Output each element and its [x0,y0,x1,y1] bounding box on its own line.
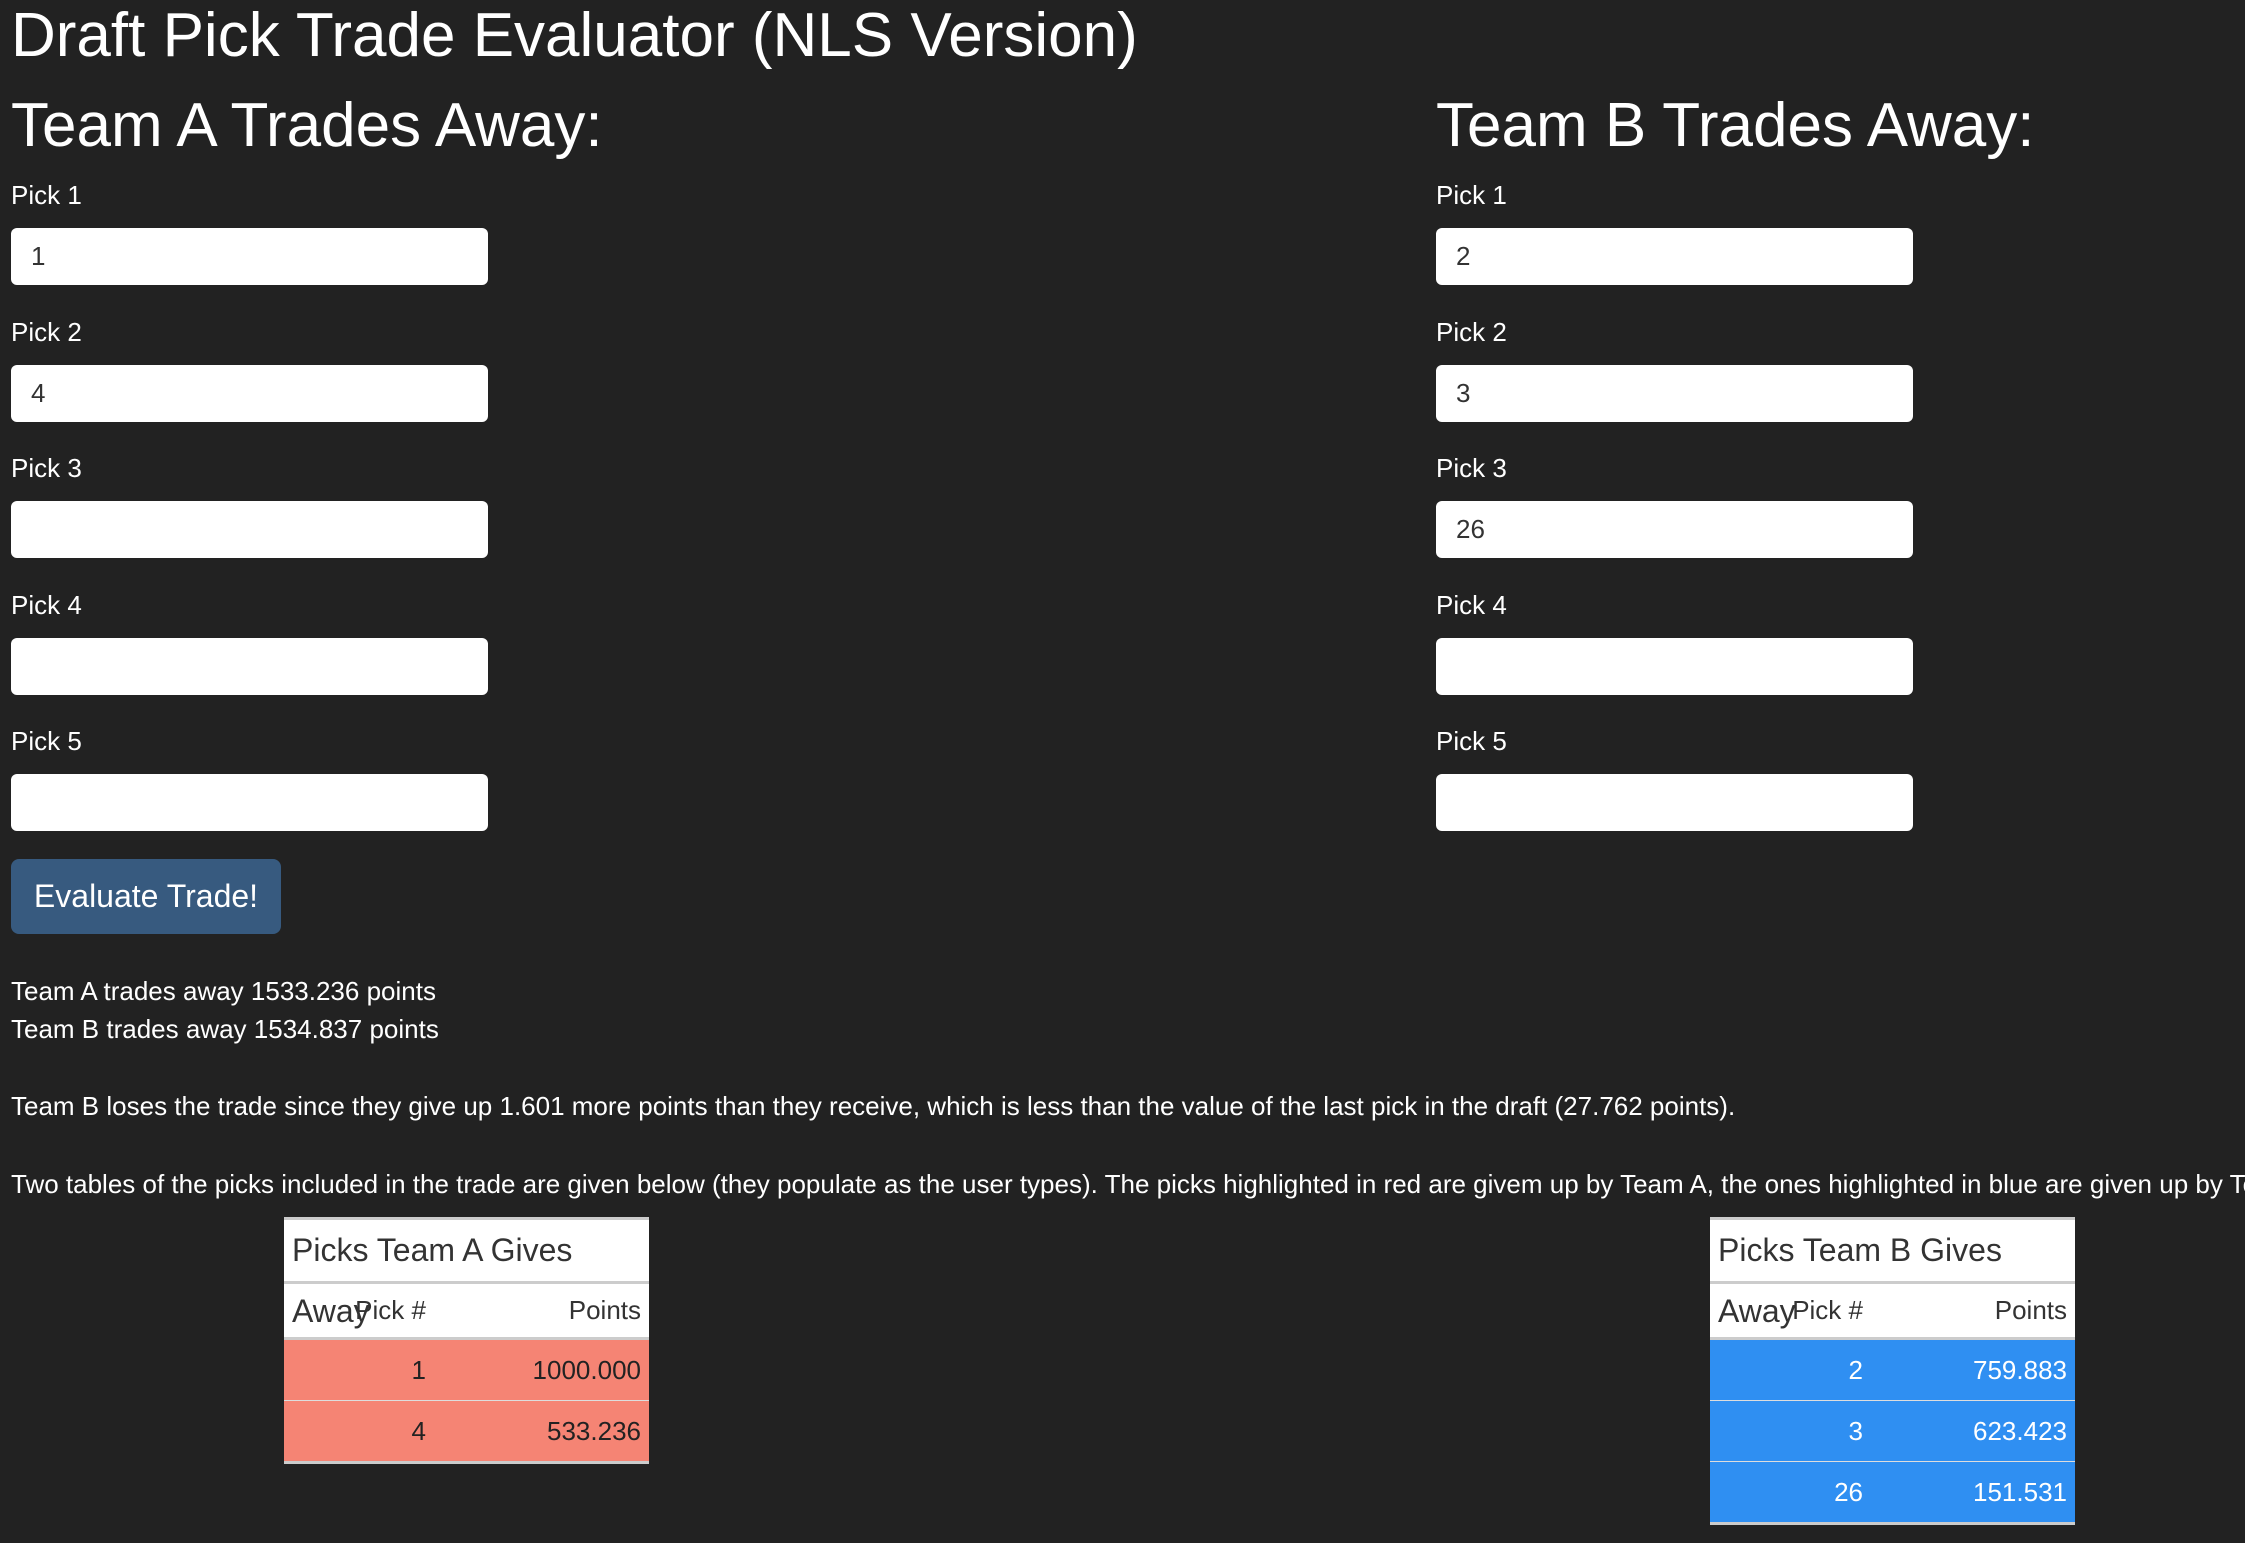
pick-label: Pick 1 [1436,180,1507,210]
table-cell: 3 [1710,1400,1871,1462]
table-cell: 26 [1710,1461,1871,1524]
page-title: Draft Pick Trade Evaluator (NLS Version) [11,1,1138,70]
team-heading: Team A Trades Away: [11,91,603,160]
table-row: 1 1000.000 [284,1338,649,1401]
pick-label: Pick 1 [11,180,82,210]
pick-label: Pick 5 [11,726,82,756]
pick-input[interactable] [11,501,488,558]
table-cell: 533.236 [433,1400,649,1463]
pick-label: Pick 2 [1436,316,1507,347]
result-line: Team B trades away 1534.837 points [11,1014,439,1044]
table-cell: 1 [284,1338,434,1401]
pick-label: Pick 3 [11,453,82,483]
table-caption: Picks Team A Gives Away [284,1217,649,1329]
pick-input[interactable]: 26 [1436,501,1913,558]
pick-input[interactable] [11,774,488,831]
evaluate-button[interactable]: Evaluate Trade! [11,859,281,934]
pick-label: Pick 3 [1436,453,1507,483]
table-cell: 1000.000 [433,1338,649,1401]
table-cell: 151.531 [1871,1461,2075,1524]
verdict: Team B loses the trade since they give u… [11,1091,1736,1121]
header-row: Pick # Points [284,1282,649,1340]
pick-label: Pick 4 [1436,589,1507,620]
pick-label: Pick 4 [11,589,82,620]
pick-input[interactable] [1436,637,1913,695]
table-row: 3 623.423 [1710,1400,2075,1462]
table-caption: Picks Team B Gives Away [1710,1217,2075,1329]
picks-table: Picks Team B Gives Away Pick # Points 2 759.… [1710,1217,2075,1525]
result-line: Team A trades away 1533.236 points [11,976,436,1006]
pick-input[interactable]: 2 [1436,228,1913,285]
table-cell: 4 [284,1400,434,1463]
team-heading: Team B Trades Away: [1436,91,2035,160]
column-header: Pick # [1710,1282,1871,1340]
header-row: Pick # Points [1710,1282,2075,1340]
pick-input[interactable] [1436,774,1913,831]
pick-input[interactable]: 3 [1436,364,1913,422]
table-cell: 623.423 [1871,1400,2075,1462]
picks-table: Picks Team A Gives Away Pick # Points 1 1000… [284,1217,649,1464]
note: Two tables of the picks included in the … [11,1169,2245,1199]
table-cell: 759.883 [1871,1338,2075,1401]
column-header: Points [433,1282,649,1340]
column-header: Pick # [284,1282,434,1340]
pick-label: Pick 5 [1436,726,1507,756]
table-row: 26 151.531 [1710,1461,2075,1524]
pick-label: Pick 2 [11,316,82,347]
pick-input[interactable]: 1 [11,228,488,285]
table-row: 4 533.236 [284,1400,649,1463]
pick-input[interactable] [11,637,488,695]
table-cell: 2 [1710,1338,1871,1401]
table-row: 2 759.883 [1710,1338,2075,1401]
column-header: Points [1871,1282,2075,1340]
pick-input[interactable]: 4 [11,364,488,422]
